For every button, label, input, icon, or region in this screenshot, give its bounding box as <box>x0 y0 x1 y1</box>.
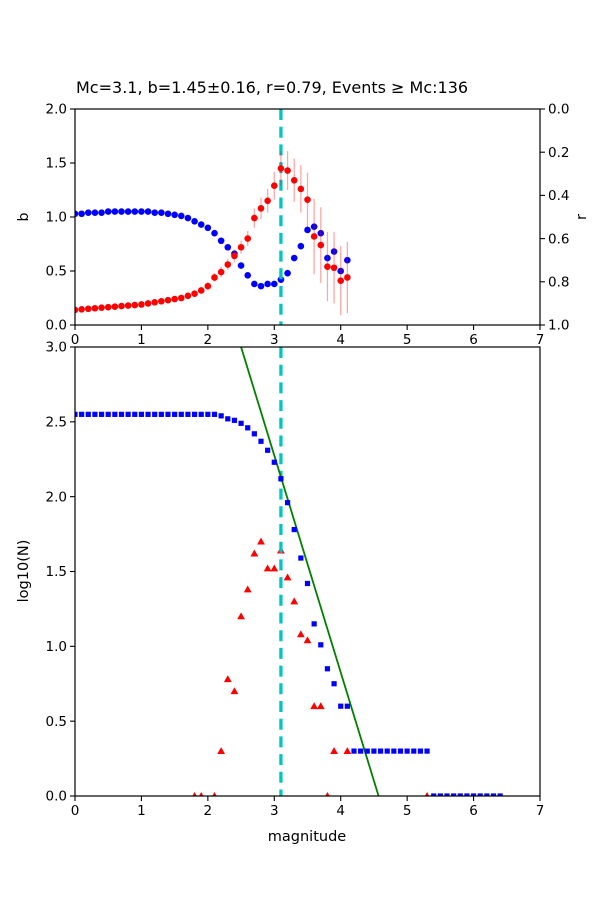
bottom-xlabel-magnitude: magnitude <box>268 829 347 845</box>
bottom-ylabel-logn: log10(N) <box>16 540 32 603</box>
top-plot: 0 1 2 3 4 5 6 7 0.0 0.5 1.0 1.5 2.0 0.0 0.2 0.4 0.6 0.8 1.… <box>46 102 570 348</box>
x-tick-label: 4 <box>336 803 345 819</box>
x-tick-label: 6 <box>469 803 478 819</box>
x-tick-label: 6 <box>469 332 478 348</box>
x-tick-label: 3 <box>270 803 279 819</box>
y-tick-label: 1.0 <box>46 210 67 226</box>
r-value-series <box>75 208 351 290</box>
y-tick-label: 2.5 <box>46 415 67 431</box>
y-tick-label: 2.0 <box>46 489 67 505</box>
x-tick-label: 0 <box>71 803 80 819</box>
axes-frame <box>74 346 541 797</box>
tick-labels: 0 1 2 3 4 5 6 7 0.0 0.5 1.0 1.5 2.0 2.5 3.0 <box>46 340 545 819</box>
x-tick-label: 1 <box>137 803 146 819</box>
y-tick-label: 0.0 <box>46 318 67 334</box>
top-ylabel-b: b <box>16 212 32 221</box>
x-tick-label: 7 <box>536 803 545 819</box>
y-tick-label: 0.0 <box>46 789 67 805</box>
plot-title: Mc=3.1, b=1.45±0.16, r=0.79, Events ≥ Mc… <box>76 78 468 97</box>
y-tick-label: 1.5 <box>46 564 67 580</box>
x-tick-label: 1 <box>137 332 146 348</box>
x-tick-label: 0 <box>71 332 80 348</box>
y-tick-label-right: 0.2 <box>548 145 569 161</box>
x-tick-label: 5 <box>403 803 412 819</box>
y-tick-label: 0.5 <box>46 264 67 280</box>
incremental-series <box>192 537 430 796</box>
x-tick-label: 7 <box>536 332 545 348</box>
x-tick-label: 5 <box>403 332 412 348</box>
bottom-plot: 0 1 2 3 4 5 6 7 0.0 0.5 1.0 1.5 2.0 2.5 3.0 <box>46 340 545 819</box>
b-value-series <box>75 165 351 314</box>
y-tick-label-right: 0.8 <box>548 275 569 291</box>
x-tick-label: 2 <box>204 332 213 348</box>
y-tick-label-right: 1.0 <box>548 318 569 334</box>
y-tick-label: 0.5 <box>46 714 67 730</box>
x-tick-label: 2 <box>204 803 213 819</box>
y-tick-label: 1.5 <box>46 156 67 172</box>
y-tick-label: 3.0 <box>46 340 67 356</box>
gr-fit-line <box>240 347 380 796</box>
b-value-series-errorbars <box>75 151 349 316</box>
tick-labels: 0 1 2 3 4 5 6 7 0.0 0.5 1.0 1.5 2.0 0.0 0.2 0.4 0.6 0.8 1.… <box>46 102 570 348</box>
cumulative-series <box>75 411 503 796</box>
y-tick-label: 1.0 <box>46 639 67 655</box>
y-tick-label-right: 0.4 <box>548 188 569 204</box>
top-ylabel-r: r <box>574 214 590 220</box>
x-tick-label: 3 <box>270 332 279 348</box>
x-tick-label: 4 <box>336 332 345 348</box>
y-tick-label-right: 0.6 <box>548 231 569 247</box>
y-tick-label-right: 0.0 <box>548 102 569 118</box>
y-tick-label: 2.0 <box>46 102 67 118</box>
